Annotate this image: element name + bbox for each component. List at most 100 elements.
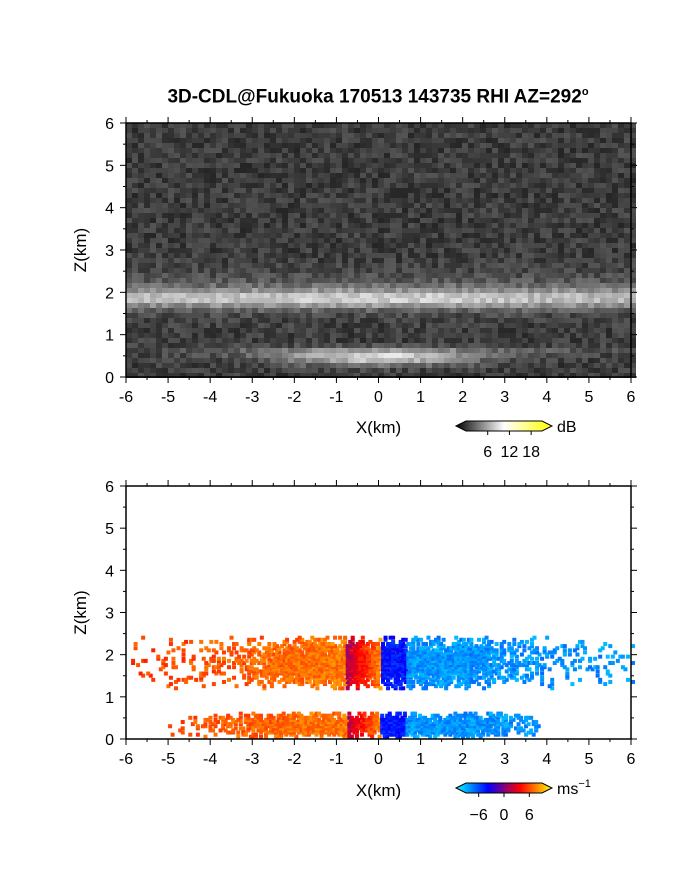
backscatter-cell: [138, 313, 144, 318]
velocity-cell: [444, 675, 449, 680]
backscatter-cell: [354, 348, 360, 353]
backscatter-cell: [144, 153, 150, 158]
backscatter-cell: [168, 158, 174, 163]
backscatter-cell: [450, 218, 456, 223]
backscatter-cell: [276, 228, 282, 233]
backscatter-cell: [198, 183, 204, 188]
backscatter-cell: [150, 178, 156, 183]
backscatter-cell: [216, 248, 222, 253]
backscatter-cell: [408, 338, 414, 343]
velocity-cell: [317, 673, 322, 678]
backscatter-cell: [594, 348, 600, 353]
backscatter-cell: [372, 273, 378, 278]
backscatter-cell: [450, 228, 456, 233]
backscatter-cell: [288, 333, 294, 338]
velocity-cell: [345, 679, 350, 684]
backscatter-cell: [360, 173, 366, 178]
backscatter-cell: [348, 148, 354, 153]
backscatter-cell: [630, 223, 636, 228]
backscatter-cell: [168, 288, 174, 293]
backscatter-cell: [270, 373, 276, 378]
backscatter-cell: [294, 353, 300, 358]
backscatter-cell: [228, 178, 234, 183]
backscatter-cell: [294, 293, 300, 298]
backscatter-cell: [624, 163, 630, 168]
backscatter-cell: [318, 153, 324, 158]
velocity-cell: [436, 675, 441, 680]
backscatter-cell: [558, 153, 564, 158]
velocity-cell: [441, 673, 446, 678]
backscatter-cell: [192, 213, 198, 218]
backscatter-cell: [132, 258, 138, 263]
velocity-cell: [343, 677, 348, 682]
backscatter-cell: [546, 303, 552, 308]
backscatter-cell: [354, 363, 360, 368]
backscatter-cell: [444, 218, 450, 223]
x-tick-label: 4: [542, 389, 551, 406]
backscatter-cell: [378, 143, 384, 148]
backscatter-cell: [540, 233, 546, 238]
backscatter-cell: [432, 138, 438, 143]
backscatter-cell: [408, 178, 414, 183]
backscatter-cell: [564, 288, 570, 293]
backscatter-cell: [372, 293, 378, 298]
backscatter-cell: [492, 258, 498, 263]
backscatter-cell: [480, 188, 486, 193]
backscatter-cell: [606, 193, 612, 198]
backscatter-cell: [252, 293, 258, 298]
backscatter-cell: [432, 243, 438, 248]
backscatter-cell: [528, 223, 534, 228]
backscatter-cell: [570, 218, 576, 223]
velocity-cell: [138, 671, 143, 676]
backscatter-cell: [624, 373, 630, 378]
backscatter-cell: [582, 203, 588, 208]
backscatter-cell: [432, 253, 438, 258]
backscatter-cell: [252, 308, 258, 313]
backscatter-cell: [582, 333, 588, 338]
backscatter-cell: [582, 318, 588, 323]
backscatter-cell: [600, 283, 606, 288]
y-tick-label: 5: [105, 158, 114, 175]
backscatter-cell: [432, 358, 438, 363]
backscatter-cell: [168, 173, 174, 178]
backscatter-cell: [378, 228, 384, 233]
velocity-cell: [285, 669, 290, 674]
velocity-cell: [285, 679, 290, 684]
backscatter-cell: [432, 258, 438, 263]
backscatter-cell: [318, 218, 324, 223]
backscatter-cell: [480, 263, 486, 268]
backscatter-cell: [336, 218, 342, 223]
backscatter-cell: [336, 128, 342, 133]
backscatter-cell: [246, 183, 252, 188]
backscatter-cell: [390, 373, 396, 378]
backscatter-cell: [138, 213, 144, 218]
backscatter-cell: [198, 303, 204, 308]
backscatter-cell: [366, 283, 372, 288]
backscatter-cell: [360, 268, 366, 273]
backscatter-cell: [408, 363, 414, 368]
backscatter-cell: [396, 203, 402, 208]
velocity-cell: [418, 679, 423, 684]
velocity-cell: [252, 673, 257, 678]
backscatter-cell: [444, 178, 450, 183]
backscatter-cell: [342, 238, 348, 243]
backscatter-cell: [240, 318, 246, 323]
backscatter-cell: [570, 168, 576, 173]
backscatter-cell: [378, 183, 384, 188]
backscatter-cell: [534, 358, 540, 363]
backscatter-cell: [582, 178, 588, 183]
velocity-cell: [454, 684, 459, 689]
backscatter-cell: [168, 133, 174, 138]
backscatter-cell: [324, 263, 330, 268]
velocity-cell: [269, 682, 274, 687]
backscatter-cell: [390, 288, 396, 293]
backscatter-cell: [216, 258, 222, 263]
backscatter-cell: [264, 223, 270, 228]
backscatter-cell: [468, 258, 474, 263]
velocity-cell: [469, 673, 474, 678]
backscatter-cell: [138, 228, 144, 233]
backscatter-cell: [324, 323, 330, 328]
backscatter-cell: [324, 173, 330, 178]
backscatter-cell: [498, 158, 504, 163]
backscatter-cell: [408, 193, 414, 198]
